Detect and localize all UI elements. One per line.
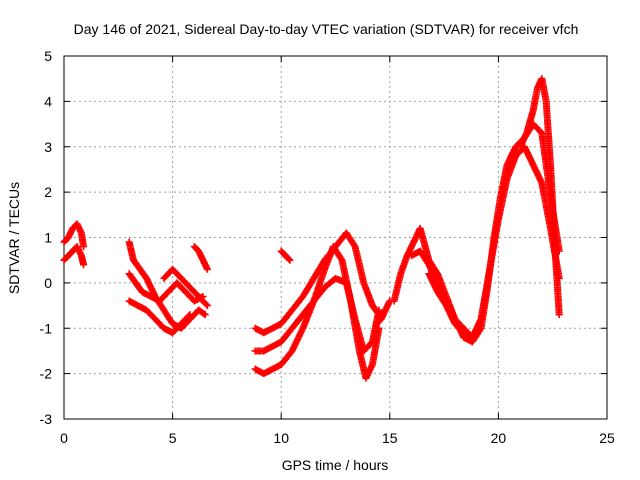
y-tick-label: 0 — [44, 275, 52, 291]
series-arc-f — [160, 265, 211, 310]
y-tick-label: 2 — [44, 184, 52, 200]
y-tick-label: 1 — [44, 230, 52, 246]
y-tick-label: 4 — [44, 93, 52, 109]
y-tick-label: 3 — [44, 139, 52, 155]
series-arc-g — [190, 243, 211, 273]
data-point — [286, 256, 294, 264]
series-arc-k — [277, 247, 294, 264]
data-point — [80, 261, 88, 269]
data-point — [186, 311, 194, 319]
series-arc-q — [516, 75, 563, 319]
series-arc-i — [251, 274, 383, 355]
data-point — [477, 324, 485, 332]
x-tick-label: 20 — [491, 430, 507, 446]
y-tick-label: 5 — [44, 48, 52, 64]
grid-lines — [64, 56, 607, 419]
series-arc-j — [251, 229, 376, 337]
data-point — [203, 265, 211, 273]
data-points — [60, 75, 563, 382]
x-tick-label: 15 — [382, 430, 398, 446]
series-arc-o — [408, 143, 563, 341]
series-arc-d — [125, 270, 207, 305]
series-arc-h — [251, 243, 383, 382]
data-point — [374, 309, 382, 317]
series-arc-a — [60, 220, 88, 251]
data-point — [285, 255, 293, 263]
y-axis-label: SDTVAR / TECUs — [6, 182, 22, 294]
x-tick-label: 25 — [599, 430, 615, 446]
x-tick-label: 5 — [169, 430, 177, 446]
x-axis-label: GPS time / hours — [282, 457, 389, 473]
data-point — [201, 311, 209, 319]
series-arc-b — [60, 243, 88, 269]
y-tick-label: -2 — [40, 366, 53, 382]
data-point — [555, 311, 563, 319]
data-point — [203, 302, 211, 310]
data-point — [476, 326, 484, 334]
y-tick-label: -1 — [40, 320, 53, 336]
chart-title: Day 146 of 2021, Sidereal Day-to-day VTE… — [74, 21, 579, 37]
series-arc-p — [425, 270, 485, 341]
x-tick-label: 0 — [60, 430, 68, 446]
data-point — [337, 255, 345, 263]
data-point — [200, 310, 208, 318]
y-tick-label: -3 — [40, 411, 53, 427]
series-arc-n — [390, 120, 563, 346]
y-tick-labels: -3 -2 -1 0 1 2 3 4 5 — [40, 48, 53, 427]
series-arc-m — [373, 297, 394, 328]
data-point — [202, 300, 210, 308]
data-point — [80, 243, 88, 251]
x-tick-label: 10 — [273, 430, 289, 446]
x-tick-labels: 0 5 10 15 20 25 — [60, 430, 615, 446]
data-point — [185, 312, 193, 320]
data-point — [350, 241, 358, 249]
series-arc-e — [125, 297, 194, 337]
